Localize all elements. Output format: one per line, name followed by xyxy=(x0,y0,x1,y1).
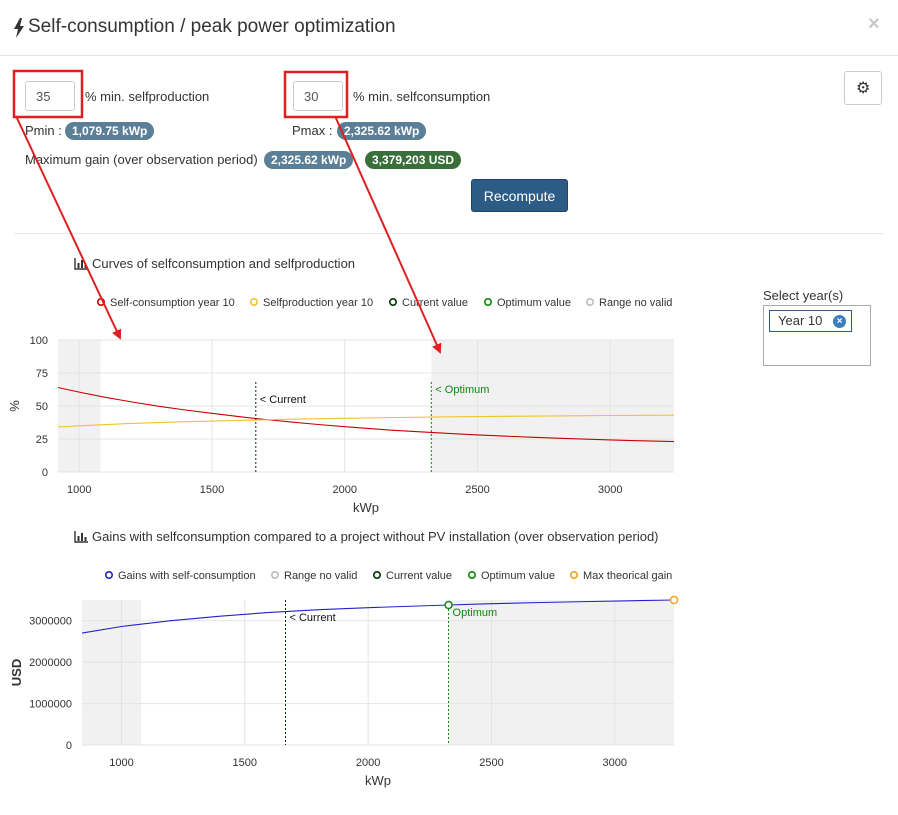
pmin-badge: 1,079.75 kWp xyxy=(65,122,155,140)
c2-legend-item-0: Gains with self-consumption xyxy=(118,570,256,582)
min-selfproduction-label: % min. selfproduction xyxy=(85,89,210,104)
c2-optimum-label: Optimum xyxy=(453,607,498,619)
divider xyxy=(14,233,884,234)
chart1-title-text: Curves of selfconsumption and selfproduc… xyxy=(92,256,356,271)
c2-ytick-label: 0 xyxy=(66,740,72,752)
c1-xlabel: kWp xyxy=(353,500,379,515)
modal-header: Self-consumption / peak power optimizati… xyxy=(0,0,898,56)
c1-invalid-range-1 xyxy=(431,340,674,472)
c1-ytick-label: 0 xyxy=(42,467,48,479)
pmax-badge: 2,325.62 kWp xyxy=(337,122,427,140)
c2-xtick-label: 3000 xyxy=(603,757,627,769)
c1-ylabel: % xyxy=(7,400,22,412)
c2-legend-item-1: Range no valid xyxy=(284,570,357,582)
settings-button[interactable]: ⚙ xyxy=(844,71,882,105)
c2-invalid-range-1 xyxy=(448,600,674,745)
c2-xlabel: kWp xyxy=(365,773,391,788)
year-multiselect[interactable]: Year 10 × xyxy=(763,305,871,366)
max-gain-label: Maximum gain (over observation period) xyxy=(25,152,258,167)
bar-chart-icon xyxy=(74,258,88,270)
c2-ytick-label: 2000000 xyxy=(29,657,72,669)
year-tag: Year 10 × xyxy=(769,310,852,332)
c2-legend-marker-0 xyxy=(105,570,114,579)
c1-invalid-range-0 xyxy=(58,340,101,472)
c1-legend-item-1: Selfproduction year 10 xyxy=(263,297,373,309)
chart2-title: Gains with selfconsumption compared to a… xyxy=(74,529,659,544)
c1-xtick-label: 2000 xyxy=(333,484,357,496)
c1-legend-item-2: Current value xyxy=(402,297,468,309)
c2-max-gain-point xyxy=(669,595,679,605)
c2-optimum-point xyxy=(444,600,453,610)
close-button[interactable]: × xyxy=(868,13,880,35)
c1-ytick-label: 100 xyxy=(30,335,48,347)
bar-chart-icon xyxy=(74,531,88,543)
c1-xtick-label: 2500 xyxy=(465,484,489,496)
c1-series-line-0 xyxy=(57,386,675,443)
c1-legend-item-0: Self-consumption year 10 xyxy=(110,297,235,309)
c2-legend-marker-1 xyxy=(270,570,279,579)
remove-year-icon[interactable]: × xyxy=(833,315,846,328)
c2-legend-item-4: Max theorical gain xyxy=(583,570,672,582)
c1-legend-marker-4 xyxy=(585,297,594,306)
annotation-arrow-pmin xyxy=(15,115,122,340)
c1-series-line-1 xyxy=(57,414,675,428)
c2-legend-item-3: Optimum value xyxy=(481,570,555,582)
c2-xtick-label: 1500 xyxy=(233,757,257,769)
c2-series-line-0 xyxy=(81,599,675,634)
c2-legend-item-2: Current value xyxy=(386,570,452,582)
pmax-label: Pmax : xyxy=(292,123,333,138)
c1-legend-marker-0 xyxy=(97,297,106,306)
c1-legend-marker-1 xyxy=(250,297,259,306)
c1-legend-marker-3 xyxy=(483,297,492,306)
c2-xtick-label: 2000 xyxy=(356,757,380,769)
c2-invalid-range-0 xyxy=(82,600,142,745)
c1-legend-item-3: Optimum value xyxy=(497,297,571,309)
c1-ytick-label: 75 xyxy=(36,368,48,380)
modal-title: Self-consumption / peak power optimizati… xyxy=(28,16,396,37)
c1-xtick-label: 3000 xyxy=(598,484,622,496)
recompute-button[interactable]: Recompute xyxy=(471,179,568,212)
c2-xtick-label: 2500 xyxy=(479,757,503,769)
c1-xtick-label: 1500 xyxy=(200,484,224,496)
bolt-icon xyxy=(14,18,24,38)
c1-legend-item-4: Range no valid xyxy=(599,297,672,309)
year-tag-label: Year 10 xyxy=(778,313,823,328)
max-gain-money-badge: 3,379,203 USD xyxy=(365,151,462,169)
c2-legend-marker-2 xyxy=(372,570,381,579)
min-selfproduction-input[interactable] xyxy=(25,81,75,111)
c2-ytick-label: 1000000 xyxy=(29,699,72,711)
gear-icon: ⚙ xyxy=(856,80,871,97)
c2-legend-marker-4 xyxy=(569,570,578,579)
chart2-title-text: Gains with selfconsumption compared to a… xyxy=(92,529,659,544)
min-selfconsumption-input[interactable] xyxy=(293,81,343,111)
c1-legend-marker-2 xyxy=(388,297,397,306)
select-years-label: Select year(s) xyxy=(763,288,844,303)
c1-ytick-label: 50 xyxy=(36,401,48,413)
c1-current-label: < Current xyxy=(260,394,306,406)
c1-optimum-label: < Optimum xyxy=(435,384,489,396)
c2-legend-marker-3 xyxy=(467,570,476,579)
pmin-label: Pmin : xyxy=(25,123,62,138)
chart1-title: Curves of selfconsumption and selfproduc… xyxy=(74,256,355,271)
min-selfconsumption-label: % min. selfconsumption xyxy=(353,89,491,104)
c2-xtick-label: 1000 xyxy=(109,757,133,769)
c2-ylabel: USD xyxy=(9,659,24,686)
c2-current-label: < Current xyxy=(290,612,336,624)
c1-xtick-label: 1000 xyxy=(67,484,91,496)
c1-ytick-label: 25 xyxy=(36,434,48,446)
c2-ytick-label: 3000000 xyxy=(29,616,72,628)
max-gain-power-badge: 2,325.62 kWp xyxy=(264,151,354,169)
